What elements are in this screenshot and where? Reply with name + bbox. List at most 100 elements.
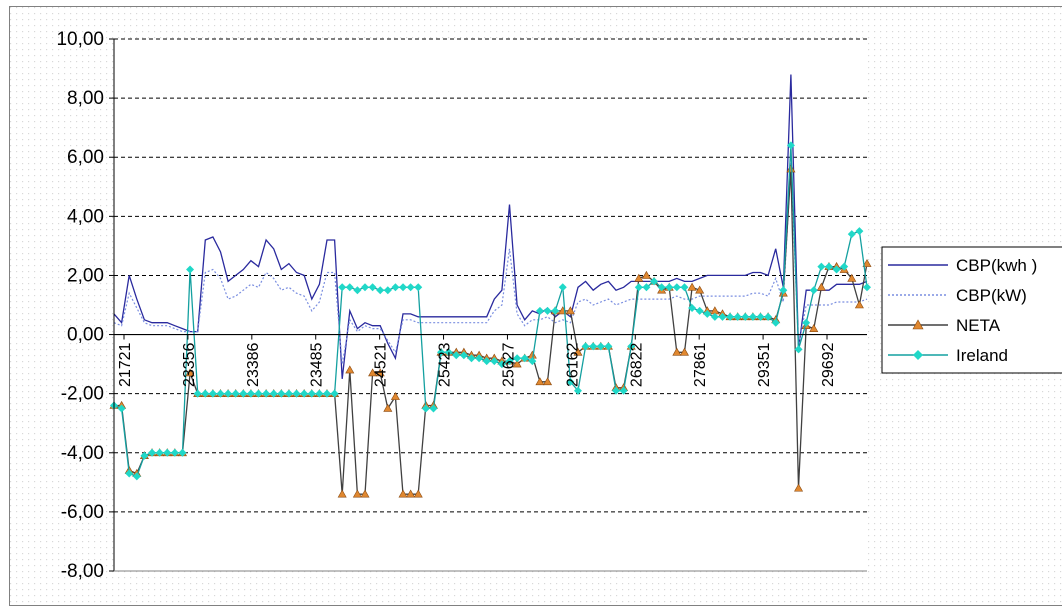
- ireland-point: [863, 283, 871, 292]
- neta-point: [809, 324, 819, 332]
- ireland-point: [596, 342, 605, 351]
- ireland-point: [756, 312, 765, 321]
- ireland-point: [695, 306, 704, 315]
- y-tick-label: -4,00: [61, 443, 104, 464]
- ireland-point: [444, 348, 453, 357]
- neta-point: [368, 368, 378, 377]
- legend-marker-triangle: [912, 319, 924, 330]
- chart-frame: 10,00 8,00 6,00 4,00 2,00 0,00 -2,00 -4,00 -6,00…: [9, 6, 1062, 607]
- y-axis-ticks: 10,00 8,00 6,00 4,00 2,00 0,00 -2,00 -4,00 -6,00…: [56, 29, 114, 582]
- neta-point: [512, 359, 522, 368]
- ireland-point: [452, 351, 461, 360]
- ireland-point: [634, 283, 643, 292]
- ireland-point: [406, 283, 415, 292]
- ireland-point: [345, 283, 354, 292]
- ireland-point: [718, 312, 727, 321]
- x-tick-label: 25423: [437, 342, 454, 387]
- x-tick-label: 21721: [117, 342, 134, 387]
- x-tick-label: 23485: [309, 342, 326, 387]
- neta-point: [862, 259, 872, 267]
- y-tick-label: -8,00: [61, 561, 104, 582]
- ireland-point: [589, 342, 598, 351]
- neta-point: [573, 347, 583, 356]
- ireland-point: [573, 386, 582, 395]
- legend-box: [881, 246, 1062, 374]
- ireland-point: [733, 312, 742, 321]
- ireland-point: [490, 357, 499, 366]
- neta-point: [565, 306, 575, 315]
- ireland-point: [277, 389, 286, 398]
- ireland-point: [475, 354, 484, 363]
- ireland-point: [361, 283, 369, 292]
- neta-point: [634, 273, 644, 282]
- ireland-point: [650, 277, 659, 286]
- legend: CBP(kwh ) CBP(kW) NETA Ireland: [881, 246, 1062, 374]
- ireland-point: [315, 389, 324, 398]
- neta-point: [543, 377, 553, 386]
- neta-point: [406, 489, 416, 498]
- y-tick-label: 2,00: [67, 265, 104, 286]
- ireland-point: [847, 230, 856, 239]
- x-tick-label: 24521: [373, 342, 390, 387]
- ireland-point: [581, 342, 590, 351]
- neta-point: [413, 489, 423, 498]
- neta-point: [383, 403, 393, 412]
- y-tick-label: -2,00: [61, 384, 104, 405]
- x-tick-label: 29692: [820, 342, 837, 387]
- ireland-point: [482, 357, 491, 366]
- ireland-point: [558, 283, 567, 292]
- ireland-point: [794, 345, 803, 354]
- neta-point: [352, 489, 362, 498]
- ireland-point: [832, 265, 841, 274]
- ireland-point: [186, 265, 195, 274]
- ireland-point: [307, 389, 316, 398]
- x-tick-label: 25627: [500, 342, 517, 387]
- y-tick-label: -6,00: [61, 502, 104, 523]
- x-tick-label: 29351: [756, 342, 773, 387]
- ireland-point: [383, 286, 392, 295]
- ireland-point: [421, 404, 430, 413]
- ireland-point: [817, 262, 826, 271]
- line-chart: 10,00 8,00 6,00 4,00 2,00 0,00 -2,00 -4,00 -6,00…: [10, 7, 1062, 607]
- ireland-point: [764, 312, 773, 321]
- x-tick-label: 23356: [181, 342, 198, 387]
- ireland-point: [688, 303, 697, 312]
- ireland-point: [178, 448, 187, 457]
- ireland-point: [786, 141, 795, 150]
- ireland-point: [741, 312, 750, 321]
- ireland-point: [551, 306, 560, 315]
- ireland-point: [627, 342, 636, 351]
- neta-point: [535, 377, 545, 386]
- y-tick-label: 4,00: [67, 206, 104, 227]
- series-layer: [109, 74, 872, 498]
- ireland-point: [771, 318, 780, 327]
- neta-point: [345, 365, 355, 374]
- ireland-point: [520, 354, 529, 363]
- ireland-point: [429, 404, 438, 413]
- neta-point: [185, 368, 195, 377]
- series-line-1: [113, 163, 868, 365]
- neta-point: [375, 368, 385, 377]
- neta-point: [398, 489, 408, 498]
- ireland-point: [132, 472, 141, 481]
- ireland-point: [513, 354, 522, 363]
- ireland-point: [437, 348, 446, 357]
- ireland-point: [414, 283, 423, 292]
- ireland-point: [125, 469, 134, 478]
- ireland-point: [528, 357, 537, 366]
- ireland-point: [505, 357, 514, 366]
- ireland-point: [117, 404, 126, 413]
- ireland-point: [353, 286, 362, 295]
- neta-point: [854, 300, 864, 309]
- ireland-point: [368, 283, 377, 292]
- ireland-point: [170, 448, 179, 457]
- neta-point: [672, 347, 682, 356]
- legend-label: Ireland: [956, 346, 1008, 365]
- neta-point: [816, 282, 826, 291]
- ireland-point: [239, 389, 248, 398]
- neta-point: [641, 270, 651, 279]
- neta-point: [786, 164, 796, 173]
- ireland-point: [246, 389, 255, 398]
- ireland-point: [269, 389, 278, 398]
- ireland-point: [497, 360, 506, 369]
